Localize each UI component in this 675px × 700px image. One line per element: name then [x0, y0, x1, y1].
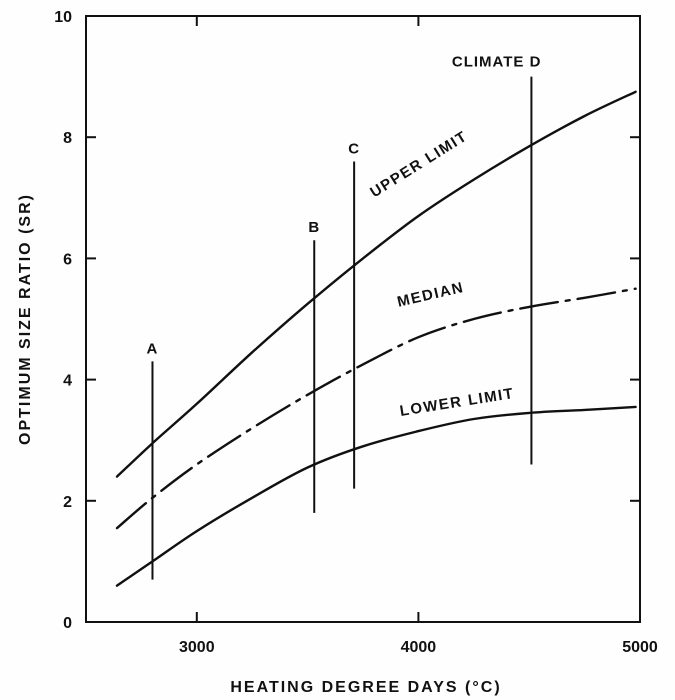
x-tick-label: 4000 — [401, 639, 437, 656]
y-tick-label: 8 — [63, 130, 72, 147]
x-axis-title: HEATING DEGREE DAYS (°C) — [230, 679, 501, 696]
x-tick-label: 3000 — [179, 639, 215, 656]
y-tick-label: 2 — [63, 494, 72, 511]
climate-marker-label-c: C — [348, 140, 360, 157]
y-tick-label: 4 — [63, 373, 72, 390]
climate-marker-label-a: A — [147, 340, 159, 357]
x-tick-label: 5000 — [622, 639, 658, 656]
climate-marker-label-climate-d: CLIMATE D — [452, 54, 542, 71]
climate-marker-label-b: B — [308, 219, 320, 236]
marker-layer — [151, 76, 533, 580]
y-tick-label: 6 — [63, 251, 72, 268]
plot-frame — [85, 15, 641, 623]
y-tick-label: 0 — [63, 615, 72, 632]
y-tick-label: 10 — [54, 9, 72, 26]
series-line-upper-limit — [115, 90, 637, 478]
series-line-lower-limit — [115, 405, 637, 587]
x-ticks: 3000 4000 5000 — [179, 16, 658, 656]
y-ticks: 0 2 4 6 8 10 — [54, 9, 640, 632]
series-label-median: MEDIAN — [396, 279, 466, 311]
series-layer — [115, 90, 637, 587]
series-line-median — [115, 287, 637, 530]
y-axis-title: OPTIMUM SIZE RATIO (SR) — [17, 193, 34, 445]
